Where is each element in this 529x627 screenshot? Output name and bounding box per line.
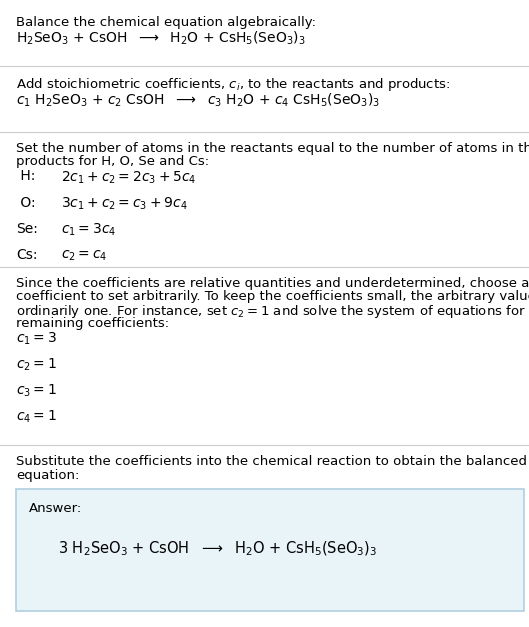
Text: equation:: equation: — [16, 469, 79, 482]
Text: $c_3 = 1$: $c_3 = 1$ — [16, 382, 57, 399]
Text: $c_4 = 1$: $c_4 = 1$ — [16, 408, 57, 424]
Text: $c_1$ H$_2$SeO$_3$ + $c_2$ CsOH  $\longrightarrow$  $c_3$ H$_2$O + $c_4$ CsH$_5$: $c_1$ H$_2$SeO$_3$ + $c_2$ CsOH $\longri… — [16, 92, 380, 109]
Text: Set the number of atoms in the reactants equal to the number of atoms in the: Set the number of atoms in the reactants… — [16, 142, 529, 155]
Text: $c_2 = 1$: $c_2 = 1$ — [16, 357, 57, 373]
Text: Substitute the coefficients into the chemical reaction to obtain the balanced: Substitute the coefficients into the che… — [16, 455, 527, 468]
Text: products for H, O, Se and Cs:: products for H, O, Se and Cs: — [16, 155, 209, 168]
Text: H$_2$SeO$_3$ + CsOH  $\longrightarrow$  H$_2$O + CsH$_5$(SeO$_3$)$_3$: H$_2$SeO$_3$ + CsOH $\longrightarrow$ H$… — [16, 30, 306, 48]
Text: Balance the chemical equation algebraically:: Balance the chemical equation algebraica… — [16, 16, 316, 29]
Text: Answer:: Answer: — [29, 502, 83, 515]
Text: Se:: Se: — [16, 222, 38, 236]
Text: O:: O: — [16, 196, 35, 209]
Text: 3 H$_2$SeO$_3$ + CsOH  $\longrightarrow$  H$_2$O + CsH$_5$(SeO$_3$)$_3$: 3 H$_2$SeO$_3$ + CsOH $\longrightarrow$ … — [58, 539, 378, 557]
FancyBboxPatch shape — [16, 489, 524, 611]
Text: $c_1 = 3 c_4$: $c_1 = 3 c_4$ — [61, 222, 116, 238]
Text: Since the coefficients are relative quantities and underdetermined, choose a: Since the coefficients are relative quan… — [16, 277, 529, 290]
Text: $c_2 = c_4$: $c_2 = c_4$ — [61, 248, 107, 263]
Text: $2 c_1 + c_2 = 2 c_3 + 5 c_4$: $2 c_1 + c_2 = 2 c_3 + 5 c_4$ — [61, 169, 196, 186]
Text: $3 c_1 + c_2 = c_3 + 9 c_4$: $3 c_1 + c_2 = c_3 + 9 c_4$ — [61, 196, 187, 212]
Text: Add stoichiometric coefficients, $c_i$, to the reactants and products:: Add stoichiometric coefficients, $c_i$, … — [16, 76, 450, 93]
Text: coefficient to set arbitrarily. To keep the coefficients small, the arbitrary va: coefficient to set arbitrarily. To keep … — [16, 290, 529, 303]
Text: H:: H: — [16, 169, 35, 183]
Text: Cs:: Cs: — [16, 248, 38, 262]
Text: remaining coefficients:: remaining coefficients: — [16, 317, 169, 330]
Text: $c_1 = 3$: $c_1 = 3$ — [16, 331, 57, 347]
Text: ordinarily one. For instance, set $c_2 = 1$ and solve the system of equations fo: ordinarily one. For instance, set $c_2 =… — [16, 303, 529, 320]
